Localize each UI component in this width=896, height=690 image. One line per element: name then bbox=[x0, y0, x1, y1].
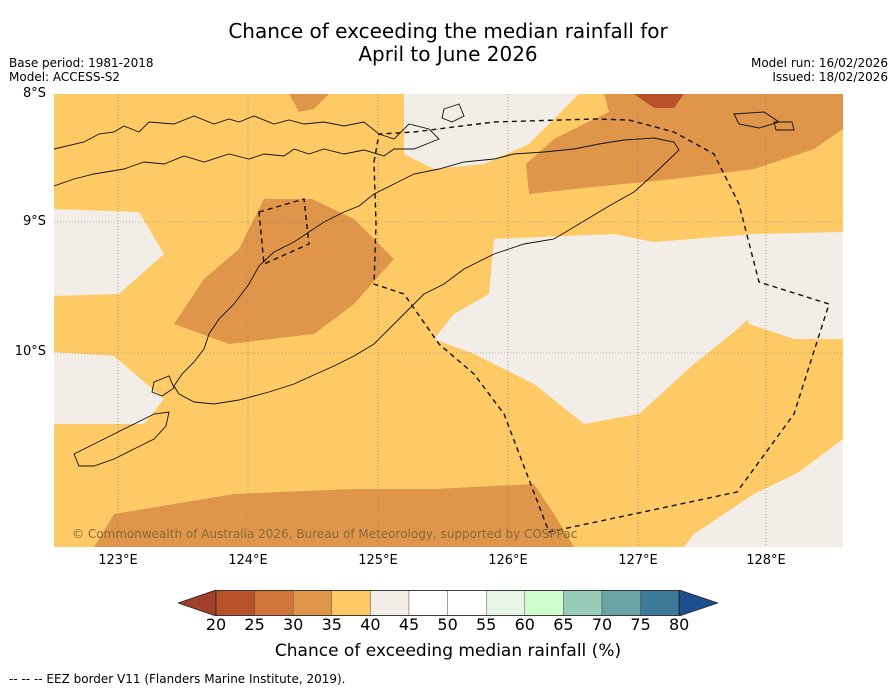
issued-date: Issued: 18/02/2026 bbox=[772, 70, 888, 84]
lon-label-125e: 125°E bbox=[358, 553, 398, 568]
colorbar-segment-60-65 bbox=[524, 590, 564, 616]
colorbar-segment-20-25 bbox=[215, 590, 255, 616]
colorbar-tick-45: 45 bbox=[398, 615, 420, 634]
colorbar-arrow-low bbox=[178, 590, 217, 616]
colorbar-tick-65: 65 bbox=[553, 615, 574, 634]
dry-region-north-west bbox=[289, 94, 329, 112]
lat-label-8s: 8°S bbox=[22, 86, 46, 101]
neutral-region-east-inlet bbox=[744, 294, 843, 339]
colorbar-tick-30: 30 bbox=[283, 615, 304, 634]
title-line-2: April to June 2026 bbox=[358, 42, 538, 66]
colorbar-segment-55-60 bbox=[486, 590, 526, 616]
neutral-region-west bbox=[54, 209, 164, 296]
colorbar-tick-80: 80 bbox=[669, 615, 690, 634]
colorbar-tick-75: 75 bbox=[630, 615, 651, 634]
lon-label-127e: 127°E bbox=[618, 553, 658, 568]
colorbar-segment-30-35 bbox=[292, 590, 332, 616]
colorbar-segment-25-30 bbox=[254, 590, 294, 616]
colorbar-tick-35: 35 bbox=[321, 615, 342, 634]
colorbar-tick-25: 25 bbox=[244, 615, 265, 634]
colorbar-tick-55: 55 bbox=[476, 615, 497, 634]
neutral-region-north bbox=[404, 94, 579, 169]
eez-border bbox=[258, 118, 830, 533]
colorbar-tick-50: 50 bbox=[437, 615, 458, 634]
coastlines bbox=[54, 103, 795, 467]
colorbar-segment-75-80 bbox=[640, 590, 680, 616]
dry-region-central bbox=[174, 199, 394, 344]
colorbar-frame bbox=[215, 590, 680, 616]
copyright-notice: © Commonwealth of Australia 2026, Bureau… bbox=[72, 527, 578, 541]
colorbar-tick-70: 70 bbox=[591, 615, 613, 634]
lon-label-128e: 128°E bbox=[746, 553, 786, 568]
colorbar-title: Chance of exceeding median rainfall (%) bbox=[274, 641, 622, 661]
dry-region-south bbox=[94, 484, 574, 547]
colorbar bbox=[178, 590, 718, 616]
map-gridlines bbox=[54, 94, 843, 547]
model-label: Model: ACCESS-S2 bbox=[9, 70, 121, 84]
colorbar-segment-45-50 bbox=[408, 590, 448, 616]
title-line-1: Chance of exceeding the median rainfall … bbox=[228, 19, 668, 43]
neutral-region-southwest bbox=[54, 352, 164, 424]
rainfall-map bbox=[54, 94, 843, 547]
colorbar-segment-50-55 bbox=[447, 590, 487, 616]
colorbar-segment-65-70 bbox=[563, 590, 603, 616]
model-run: Model run: 16/02/2026 bbox=[750, 56, 888, 70]
colorbar-segment-35-40 bbox=[331, 590, 371, 616]
colorbar-segment-40-45 bbox=[370, 590, 410, 616]
chart-title: Chance of exceeding the median rainfall … bbox=[0, 20, 896, 66]
colorbar-arrow-high bbox=[678, 590, 718, 616]
lat-label-9s: 9°S bbox=[22, 214, 46, 229]
eez-footnote: -- -- -- EEZ border V11 (Flanders Marine… bbox=[9, 672, 346, 686]
neutral-region-east bbox=[434, 232, 843, 424]
colorbar-tick-20: 20 bbox=[205, 615, 227, 634]
colorbar-segment-70-75 bbox=[601, 590, 641, 616]
neutral-region-southeast bbox=[684, 342, 843, 547]
very-dry-spot bbox=[634, 94, 684, 108]
colorbar-tick-40: 40 bbox=[360, 615, 381, 634]
colorbar-tick-60: 60 bbox=[514, 615, 535, 634]
lon-label-123e: 123°E bbox=[98, 553, 138, 568]
lon-label-126e: 126°E bbox=[488, 553, 528, 568]
lat-label-10s: 10°S bbox=[14, 344, 46, 359]
base-period: Base period: 1981-2018 bbox=[9, 56, 154, 70]
lon-label-124e: 124°E bbox=[228, 553, 268, 568]
